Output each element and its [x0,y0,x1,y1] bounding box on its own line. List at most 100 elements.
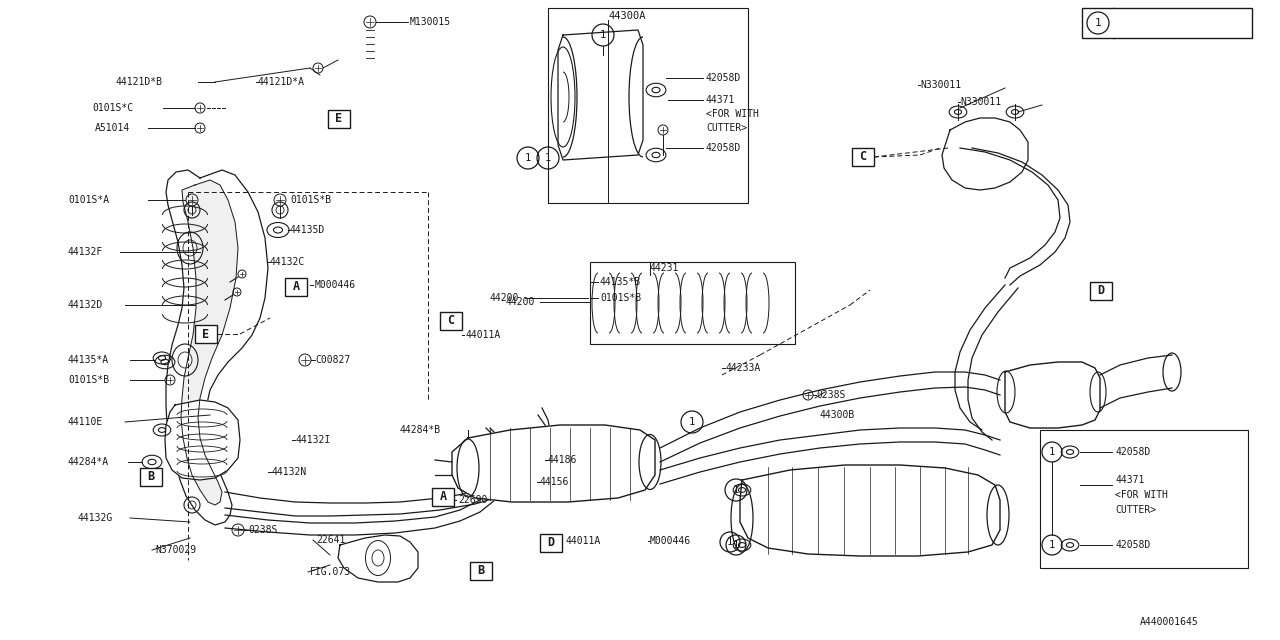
Bar [1091,282,1112,300]
Polygon shape [1005,362,1100,428]
Text: A440001645: A440001645 [1140,617,1199,627]
Text: A: A [439,490,447,504]
Bar [440,312,462,330]
Text: 44284*A: 44284*A [68,457,109,467]
Bar [852,148,874,166]
Text: E: E [335,113,343,125]
Text: 44200: 44200 [506,297,534,307]
Text: 44011A: 44011A [564,536,600,546]
Bar [548,8,748,203]
Text: 44135*A: 44135*A [68,355,109,365]
Text: 1: 1 [600,30,607,40]
Polygon shape [960,148,1070,285]
Text: FIG.073: FIG.073 [310,567,351,577]
Polygon shape [165,400,241,480]
Text: 42058D: 42058D [707,73,741,83]
Text: B: B [147,470,155,483]
Text: 42058D: 42058D [1115,447,1151,457]
Text: 44121D*B: 44121D*B [115,77,163,87]
Text: 44132G: 44132G [78,513,113,523]
Text: 44110E: 44110E [68,417,104,427]
Bar [1039,430,1248,568]
Polygon shape [225,408,552,516]
Text: 44132I: 44132I [294,435,330,445]
Text: C: C [448,314,454,328]
Text: 1: 1 [733,540,739,550]
Polygon shape [955,285,1018,440]
Text: CUTTER>: CUTTER> [707,123,748,133]
Polygon shape [1100,355,1172,408]
Bar [540,534,562,552]
Text: 44135*B: 44135*B [600,277,641,287]
Text: 22690: 22690 [458,495,488,505]
Text: M000446: M000446 [315,280,356,290]
Text: 0101S*C: 0101S*C [92,103,133,113]
Polygon shape [660,428,1000,484]
Bar [470,562,492,580]
Polygon shape [740,465,1000,556]
Bar [195,325,218,343]
Text: 0238S: 0238S [817,390,845,400]
Polygon shape [166,170,268,525]
Bar [328,110,349,128]
Text: 22641: 22641 [316,535,346,545]
Text: 1: 1 [733,485,739,495]
Text: M130015: M130015 [410,17,451,27]
Text: 1: 1 [1094,18,1101,28]
Polygon shape [660,372,1000,462]
Text: 44371: 44371 [707,95,736,105]
Bar [590,262,795,344]
Text: D: D [1097,285,1105,298]
Text: 44371: 44371 [1115,475,1144,485]
Text: 44132N: 44132N [273,467,307,477]
Text: 42058D: 42058D [707,143,741,153]
Polygon shape [225,428,508,535]
Polygon shape [180,180,238,505]
Text: 44135D: 44135D [291,225,325,235]
Text: 0238S: 0238S [248,525,278,535]
Text: 44231: 44231 [650,263,680,273]
Text: N330011: N330011 [920,80,961,90]
Text: 42058D: 42058D [1115,540,1151,550]
Text: A51014: A51014 [95,123,131,133]
Text: 44186: 44186 [548,455,577,465]
Text: M000446: M000446 [650,536,691,546]
Text: 1: 1 [689,417,695,427]
Bar [433,488,454,506]
Text: 44284*B: 44284*B [399,425,442,435]
Text: 0101S*B: 0101S*B [600,293,641,303]
Text: 44233A: 44233A [724,363,760,373]
Polygon shape [942,118,1028,190]
Text: 1: 1 [727,537,733,547]
Text: 44132D: 44132D [68,300,104,310]
Text: 1: 1 [525,153,531,163]
Text: C00827: C00827 [315,355,351,365]
Polygon shape [558,30,643,160]
Text: 44300B: 44300B [820,410,855,420]
Text: 44200: 44200 [490,293,520,303]
Text: CUTTER>: CUTTER> [1115,505,1156,515]
Text: <FOR WITH: <FOR WITH [707,109,759,119]
Text: 44132F: 44132F [68,247,104,257]
Polygon shape [452,425,655,502]
Text: A: A [292,280,300,294]
Text: E: E [202,328,210,340]
Text: 0101S*A: 0101S*A [68,195,109,205]
Bar [140,468,163,486]
Text: C: C [859,150,867,163]
Text: 0101S*B: 0101S*B [68,375,109,385]
Text: <FOR WITH: <FOR WITH [1115,490,1167,500]
Text: 1: 1 [1048,447,1055,457]
Text: 44011A: 44011A [466,330,502,340]
Bar [1082,8,1252,38]
Text: N370029: N370029 [155,545,196,555]
Text: 0101S*B: 0101S*B [291,195,332,205]
Text: 1: 1 [1048,540,1055,550]
Text: 44066: 44066 [1123,15,1167,31]
Text: 44121D*A: 44121D*A [259,77,305,87]
Text: 44156: 44156 [540,477,570,487]
Text: B: B [477,564,485,577]
Text: N330011: N330011 [960,97,1001,107]
Text: 44300A: 44300A [608,11,645,21]
Text: 1: 1 [545,153,552,163]
